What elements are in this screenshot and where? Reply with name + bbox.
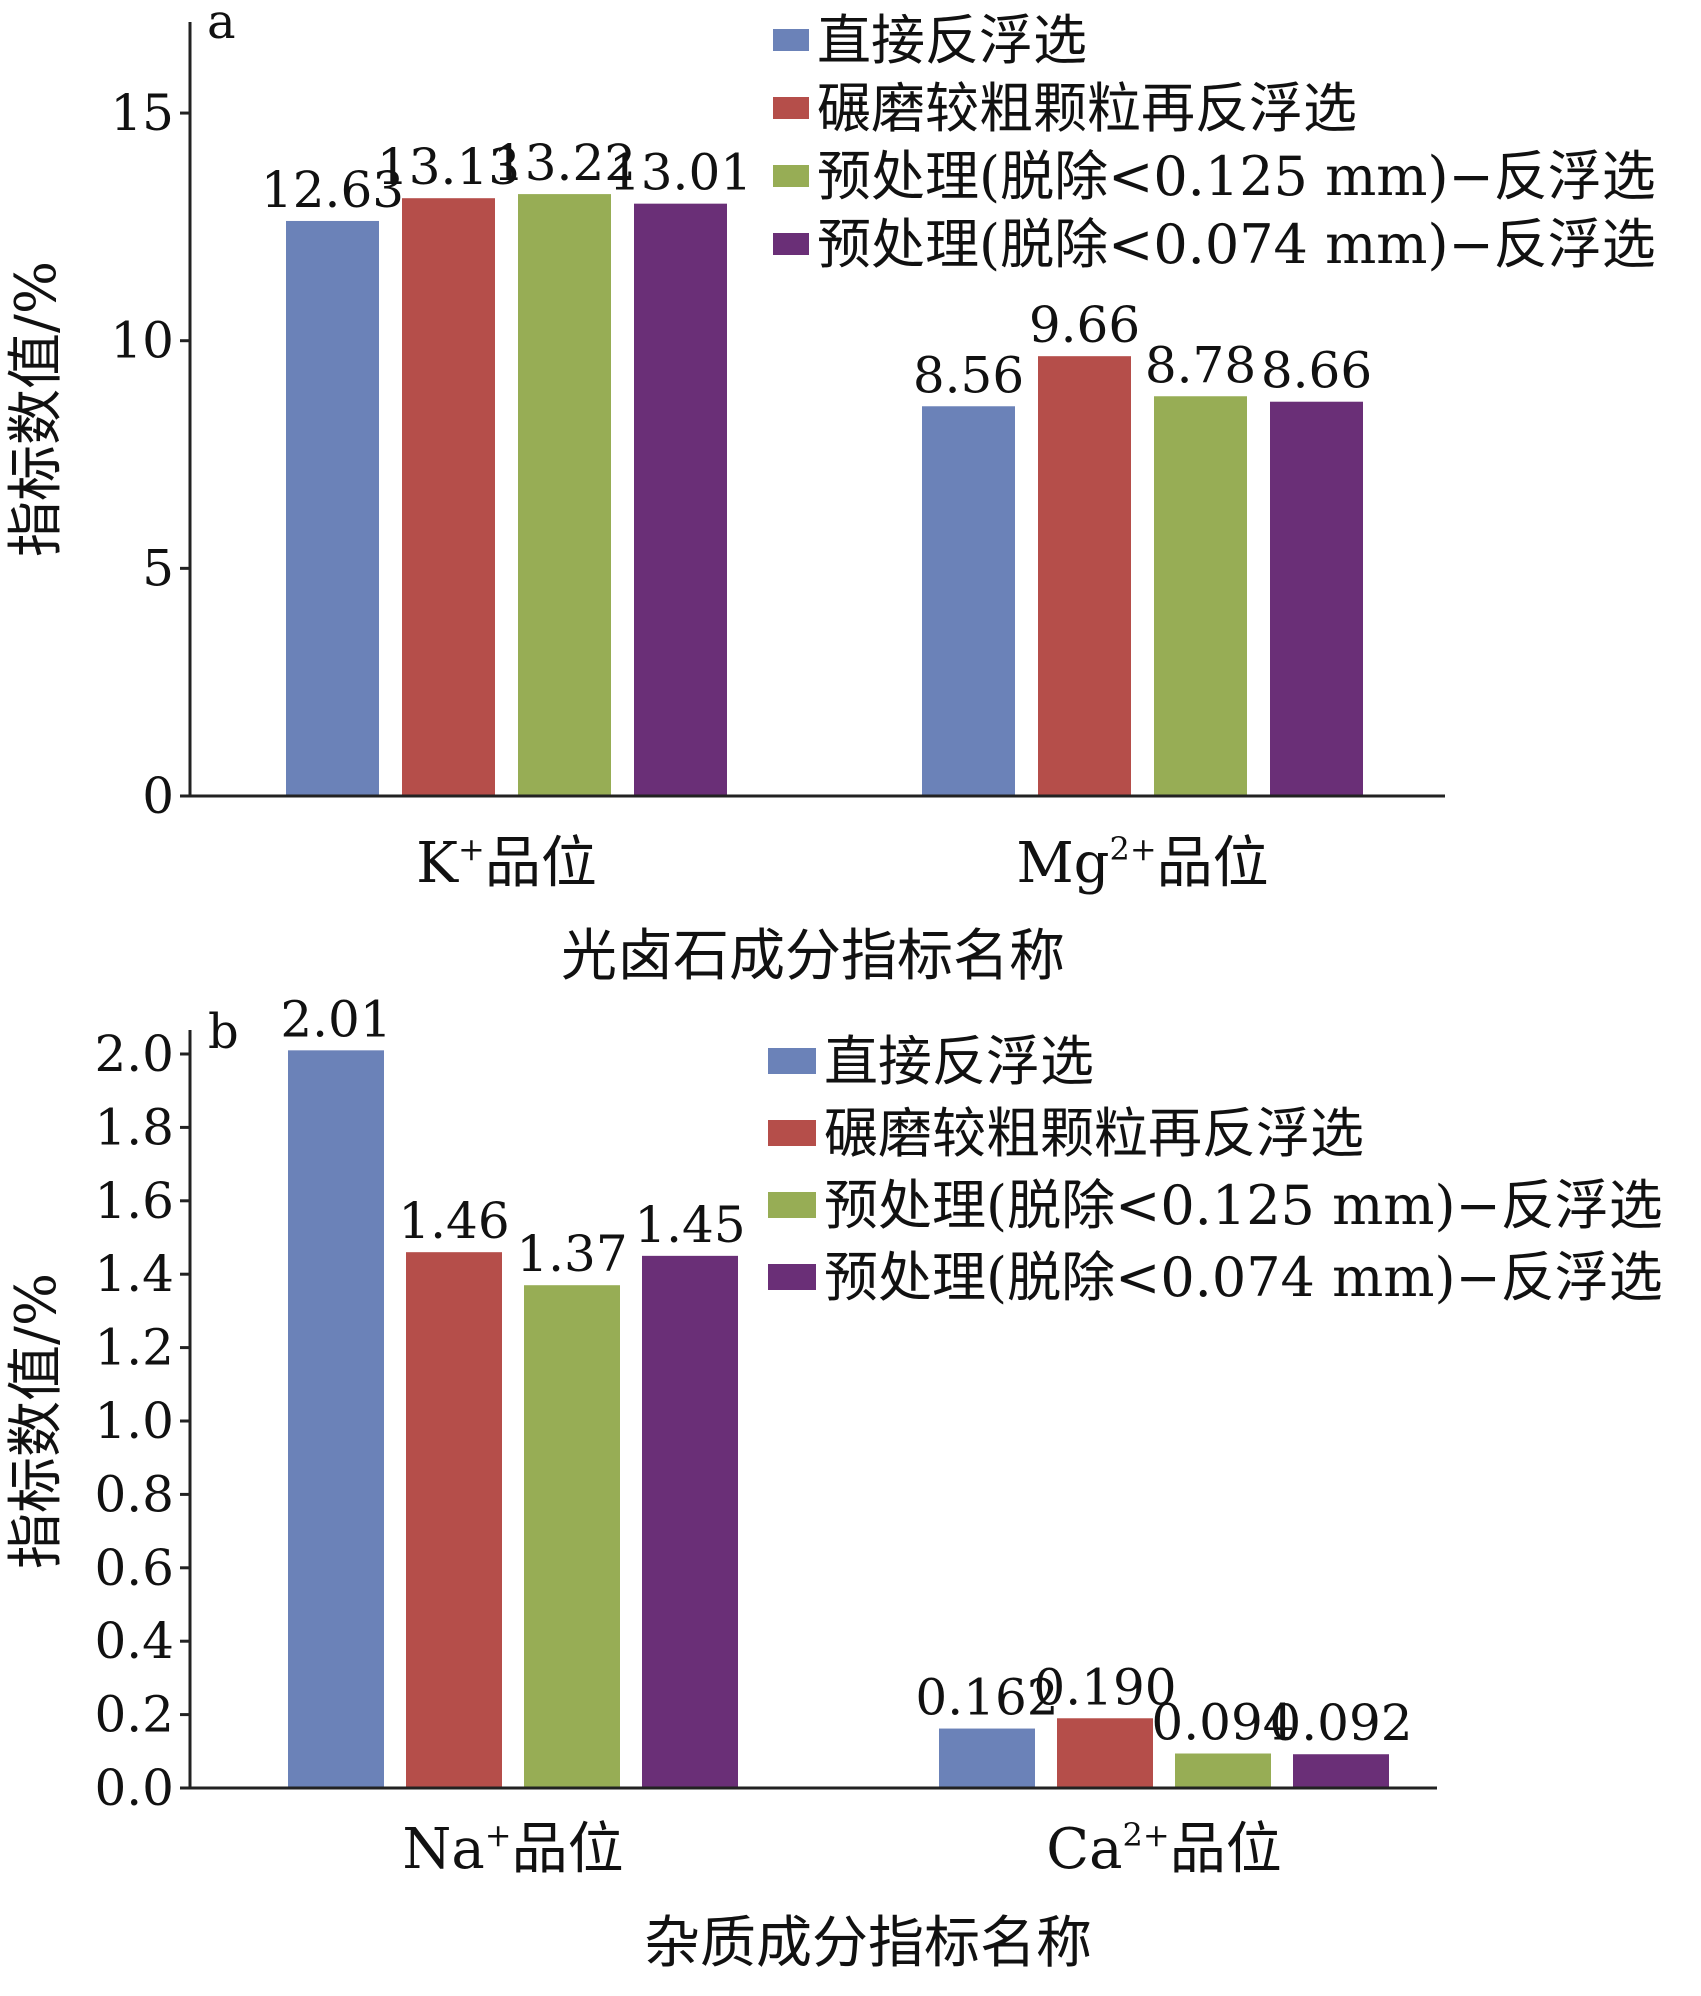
y-tick-label: 0.2: [94, 1686, 174, 1744]
y-tick-label: 0.6: [94, 1539, 174, 1597]
legend-swatch: [768, 1048, 816, 1074]
bar: [634, 203, 727, 796]
data-label: 0.190: [1033, 1658, 1176, 1716]
legend-item: 预处理(脱除<0.074 mm)−反浮选: [768, 1246, 1663, 1309]
bar: [1057, 1718, 1153, 1788]
y-tick-label: 1.2: [94, 1319, 174, 1377]
legend-label: 直接反浮选: [817, 9, 1087, 72]
legend-swatch: [773, 165, 809, 187]
bar: [402, 198, 495, 796]
x-tick-label: K+品位: [416, 830, 597, 896]
data-label: 2.01: [280, 990, 391, 1048]
x-tick-label: Na+品位: [402, 1816, 623, 1882]
bar: [939, 1728, 1035, 1788]
legend-swatch: [773, 29, 809, 51]
legend-item: 直接反浮选: [773, 9, 1087, 72]
data-label: 13.01: [609, 144, 752, 202]
bar: [288, 1050, 384, 1788]
legend-swatch: [773, 233, 809, 255]
y-tick-label: 1.4: [94, 1245, 174, 1303]
bar: [922, 406, 1015, 796]
data-label: 8.56: [913, 346, 1024, 404]
bar: [642, 1255, 738, 1788]
chart-panel-a: 12.63 8.56 13.13 9.66 13.22 8.78 13.01 8.66 0 5 10…: [4, 0, 1656, 989]
chart-panel-b: 2.01 0.162 1.46 0.190 1.37 0.094 1.45 0.092 0.0 0…: [4, 990, 1663, 1976]
legend-item: 碾磨较粗颗粒再反浮选: [768, 1102, 1364, 1165]
y-tick-label: 0.8: [94, 1465, 174, 1523]
panel-letter: b: [208, 1004, 239, 1060]
legend-label: 预处理(脱除<0.125 mm)−反浮选: [824, 1174, 1663, 1237]
legend-swatch: [773, 97, 809, 119]
bar: [1038, 356, 1131, 796]
y-tick-label: 0.4: [94, 1612, 174, 1670]
data-label: 0.162: [915, 1669, 1058, 1727]
legend-item: 预处理(脱除<0.125 mm)−反浮选: [768, 1174, 1663, 1237]
y-axis-title: 指标数值/%: [4, 1273, 69, 1569]
panel-letter: a: [207, 0, 236, 50]
y-tick-label: 5: [142, 539, 174, 597]
y-tick-label: 0.0: [94, 1759, 174, 1817]
x-axis-title: 杂质成分指标名称: [644, 1911, 1092, 1976]
y-tick-label: 1.6: [94, 1172, 174, 1230]
legend-item: 直接反浮选: [768, 1030, 1094, 1093]
bar: [1293, 1754, 1389, 1788]
bar: [406, 1252, 502, 1788]
data-label: 8.66: [1261, 342, 1372, 400]
legend-label: 直接反浮选: [824, 1030, 1094, 1093]
y-tick-label: 0: [142, 767, 174, 825]
data-label: 1.37: [516, 1225, 627, 1283]
legend-label: 预处理(脱除<0.074 mm)−反浮选: [817, 213, 1656, 276]
bar: [1175, 1753, 1271, 1788]
legend-label: 碾磨较粗颗粒再反浮选: [824, 1102, 1364, 1165]
y-tick-label: 1.0: [94, 1392, 174, 1450]
data-label: 1.45: [634, 1196, 745, 1254]
legend-swatch: [768, 1264, 816, 1290]
legend-item: 预处理(脱除<0.125 mm)−反浮选: [773, 145, 1656, 208]
x-axis-title: 光卤石成分指标名称: [561, 924, 1065, 989]
legend-item: 碾磨较粗颗粒再反浮选: [773, 77, 1357, 140]
legend-label: 碾磨较粗颗粒再反浮选: [817, 77, 1357, 140]
bar: [286, 220, 379, 797]
bar: [1270, 401, 1363, 796]
bar: [518, 194, 611, 796]
bar: [1154, 396, 1247, 796]
legend-label: 预处理(脱除<0.125 mm)−反浮选: [817, 145, 1656, 208]
y-tick-label: 10: [110, 312, 174, 370]
bar: [524, 1285, 620, 1788]
y-tick-label: 2.0: [94, 1025, 174, 1083]
y-tick-label: 15: [110, 84, 174, 142]
legend-label: 预处理(脱除<0.074 mm)−反浮选: [824, 1246, 1663, 1309]
data-label: 9.66: [1029, 296, 1140, 354]
data-label: 0.092: [1269, 1694, 1412, 1752]
data-label: 13.22: [493, 134, 636, 192]
legend-swatch: [768, 1120, 816, 1146]
legend-swatch: [768, 1192, 816, 1218]
data-label: 8.78: [1145, 336, 1256, 394]
y-tick-label: 1.8: [94, 1098, 174, 1156]
data-label: 12.63: [261, 161, 404, 219]
x-tick-label: Mg2+品位: [1016, 830, 1268, 896]
data-label: 13.13: [377, 138, 520, 196]
data-label: 1.46: [398, 1192, 509, 1250]
x-tick-label: Ca2+品位: [1046, 1816, 1281, 1882]
y-axis-title: 指标数值/%: [4, 261, 69, 557]
legend-item: 预处理(脱除<0.074 mm)−反浮选: [773, 213, 1656, 276]
data-label: 0.094: [1151, 1694, 1294, 1752]
